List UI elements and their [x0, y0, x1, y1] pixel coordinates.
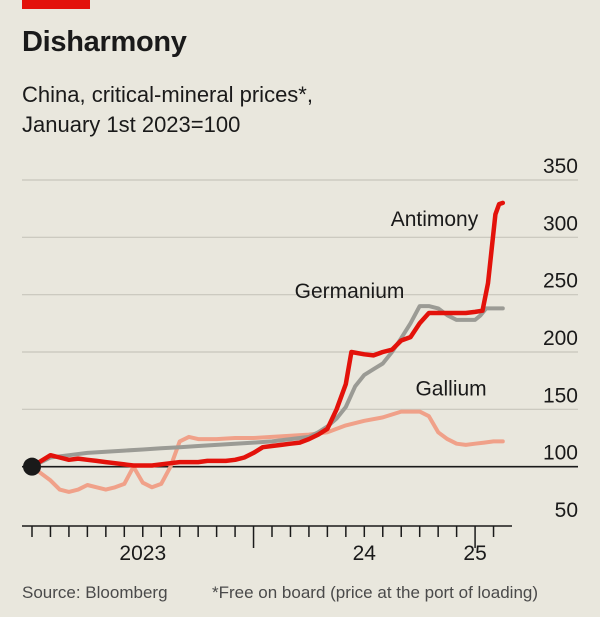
y-tick-label-50: 50 — [555, 499, 578, 522]
footer: Source: Bloomberg *Free on board (price … — [22, 583, 582, 603]
series-labels: Antimony Germanium Gallium — [295, 208, 487, 401]
series-label-antimony: Antimony — [391, 208, 479, 231]
series-line-antimony — [29, 200, 506, 469]
y-tick-labels: 50 100 150 200 250 300 350 — [543, 155, 578, 522]
y-tick-label-150: 150 — [543, 384, 578, 407]
y-tick-label-250: 250 — [543, 270, 578, 293]
chart-subtitle: China, critical-mineral prices*, January… — [22, 80, 313, 140]
y-tick-label-350: 350 — [543, 155, 578, 178]
series-label-germanium: Germanium — [295, 280, 405, 303]
x-tick-label-24: 24 — [353, 542, 377, 565]
series-line-germanium — [30, 304, 505, 469]
subtitle-line-1: China, critical-mineral prices*, — [22, 82, 313, 107]
brand-bar — [22, 0, 90, 9]
start-point-marker — [23, 457, 41, 476]
series-label-gallium: Gallium — [415, 378, 486, 401]
y-tick-label-200: 200 — [543, 327, 578, 350]
y-tick-label-300: 300 — [543, 212, 578, 235]
series-lines — [23, 200, 506, 494]
x-tick-label-2023: 2023 — [119, 542, 166, 565]
x-tick-label-25: 25 — [463, 542, 486, 565]
y-tick-label-100: 100 — [543, 442, 578, 465]
chart-title: Disharmony — [22, 26, 187, 58]
series-line-gallium — [30, 409, 505, 494]
source-text: Source: Bloomberg — [22, 583, 168, 602]
footnote-text: *Free on board (price at the port of loa… — [212, 583, 539, 602]
subtitle-line-2: January 1st 2023=100 — [22, 112, 241, 137]
x-axis: 2023 24 25 — [22, 525, 512, 565]
